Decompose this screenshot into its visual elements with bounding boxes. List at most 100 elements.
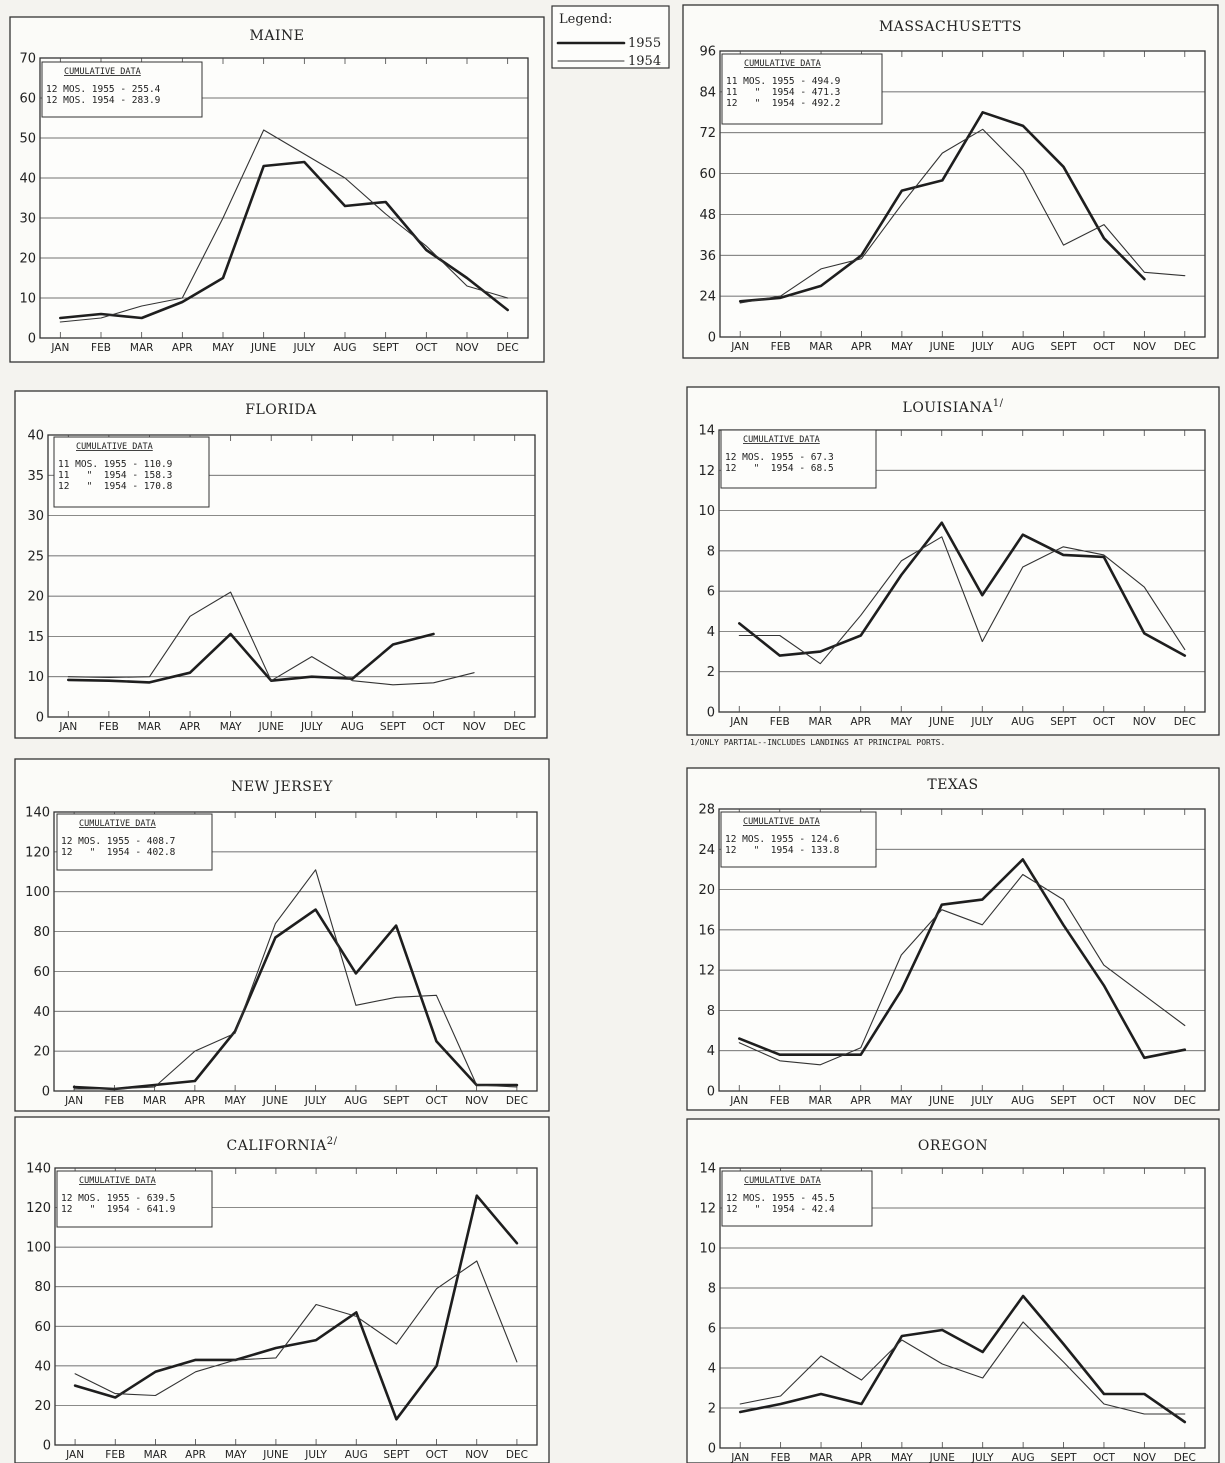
oregon-x-tick-label: NOV [1133,1452,1157,1463]
louisiana-x-tick-label: FEB [770,716,790,728]
maine-y-tick-label: 70 [19,52,36,67]
new-jersey-y-tick-label: 140 [25,806,50,821]
louisiana-cumulative-box [720,429,877,489]
california-title-footnote-mark: 2/ [327,1136,338,1147]
oregon-y-tick-label: 8 [708,1282,716,1297]
florida-series-1954-line [67,591,475,686]
louisiana-x-tick-label: APR [850,716,871,728]
massachusetts-y-tick-label: 84 [699,85,716,100]
new-jersey-title: NEW JERSEY [231,779,333,795]
louisiana-x-tick-label: DEC [1174,716,1196,728]
massachusetts-y-tick-label: 72 [699,126,716,141]
new-jersey-y-tick-label: 60 [33,965,50,980]
louisiana-chart: LOUISIANA1/0 2 4 6 8 10 12 14 JAN FEB MAR APR MAY JUN… [686,386,1220,736]
texas-x-tick-label: NOV [1133,1095,1157,1107]
louisiana-series-1955-line [737,521,1187,657]
maine-x-tick-label: MAR [130,342,154,354]
oregon-x-tick-label: MAR [809,1452,833,1463]
maine-x-tick-label: MAY [212,342,234,354]
florida-x-tick-label: JULY [300,721,323,733]
massachusetts-cumulative-line: 12 " 1954 - 492.2 [726,98,840,109]
florida-y-tick-label: 35 [27,469,44,484]
texas-x-tick-label: FEB [770,1095,790,1107]
massachusetts-chart: MASSACHUSETTS 0 24 36 48 60 72 84 96 JAN FEB MAR APR… [682,4,1219,359]
massachusetts-x-tick-label: NOV [1133,341,1157,353]
florida-y-tick-label: 30 [27,509,44,524]
california-cumulative-line: 12 " 1954 - 641.9 [61,1204,176,1215]
florida-cumulative-line: 11 MOS. 1955 - 110.9 [58,459,173,470]
new-jersey-x-tick-label: NOV [465,1095,489,1107]
oregon-x-tick-label: OCT [1093,1452,1116,1463]
florida-y-tick-label: 20 [27,590,44,605]
massachusetts-series-1954-line [739,128,1186,304]
maine-x-tick-label: OCT [415,342,438,354]
florida-x-tick-label: JAN [58,721,77,733]
florida-y-tick-label: 0 [36,711,44,726]
florida-x-tick-label: DEC [504,721,526,733]
massachusetts-x-tick-label: FEB [771,341,791,353]
oregon-cumulative-line: 12 MOS. 1955 - 45.5 [726,1193,835,1204]
louisiana-y-tick-label: 8 [707,544,715,559]
california-x-tick-label: JAN [65,1449,84,1461]
new-jersey-y-tick-label: 80 [33,925,50,940]
massachusetts-x-tick-label: MAY [891,341,913,353]
maine-y-tick-label: 0 [28,332,36,347]
california-x-tick-label: OCT [426,1449,449,1461]
maine-cumulative-heading: CUMULATIVE DATA [64,67,141,77]
new-jersey-cumulative-heading: CUMULATIVE DATA [79,819,156,829]
texas-y-tick-label: 24 [698,843,715,858]
oregon-title: OREGON [918,1138,988,1154]
new-jersey-x-tick-label: APR [184,1095,205,1107]
texas-cumulative-heading: CUMULATIVE DATA [743,817,820,827]
florida-cumulative-line: 12 " 1954 - 170.8 [58,481,173,492]
new-jersey-y-tick-label: 40 [33,1005,50,1020]
florida-y-tick-label: 25 [27,549,44,564]
louisiana-title-footnote-mark: 1/ [993,398,1004,409]
louisiana-x-tick-label: AUG [1011,716,1034,728]
new-jersey-x-tick-label: OCT [425,1095,448,1107]
oregon-y-tick-label: 2 [708,1402,716,1417]
maine-x-tick-label: NOV [455,342,479,354]
california-x-tick-label: MAY [225,1449,247,1461]
new-jersey-x-tick-label: MAY [224,1095,246,1107]
oregon-y-tick-label: 4 [708,1362,716,1377]
california-y-tick-label: 120 [26,1201,51,1216]
massachusetts-x-tick-label: DEC [1174,341,1196,353]
massachusetts-cumulative-box [721,53,883,125]
texas-y-tick-label: 20 [698,883,715,898]
new-jersey-y-tick-label: 0 [42,1085,50,1100]
maine-x-tick-label: DEC [497,342,519,354]
maine-cumulative-line: 12 MOS. 1955 - 255.4 [46,84,161,95]
louisiana-y-tick-label: 4 [707,625,715,640]
oregon-chart: OREGON 0 2 4 6 8 10 12 14 JAN FEB MAR APR MAY JUNE JULY… [686,1118,1220,1463]
texas-x-tick-label: APR [850,1095,871,1107]
massachusetts-cumulative-line: 11 " 1954 - 471.3 [726,87,840,98]
florida-cumulative-line: 11 " 1954 - 158.3 [58,470,172,481]
oregon-x-tick-label: JUNE [929,1452,955,1463]
california-y-tick-label: 80 [34,1280,51,1295]
louisiana-y-tick-label: 12 [698,464,715,479]
texas-y-tick-label: 8 [707,1004,715,1019]
louisiana-x-tick-label: OCT [1093,716,1116,728]
texas-y-tick-label: 28 [698,803,715,818]
oregon-y-tick-label: 10 [699,1242,716,1257]
new-jersey-y-tick-label: 100 [25,885,50,900]
california-x-tick-label: NOV [465,1449,489,1461]
california-x-tick-label: DEC [506,1449,528,1461]
new-jersey-y-tick-label: 120 [25,845,50,860]
maine-y-tick-label: 50 [19,132,36,147]
louisiana-y-tick-label: 2 [707,665,715,680]
massachusetts-y-tick-label: 36 [699,249,716,264]
florida-series-1955-line [67,632,435,684]
louisiana-y-tick-label: 14 [698,424,715,439]
massachusetts-x-tick-label: JULY [971,341,994,353]
florida-x-tick-label: SEPT [380,721,407,733]
louisiana-x-tick-label: JUNE [928,716,954,728]
new-jersey-series-1954-line [73,869,518,1090]
florida-x-tick-label: MAY [220,721,242,733]
florida-x-tick-label: MAR [138,721,162,733]
california-x-tick-label: FEB [105,1449,125,1461]
texas-cumulative-box [720,811,877,868]
florida-x-tick-label: OCT [423,721,446,733]
